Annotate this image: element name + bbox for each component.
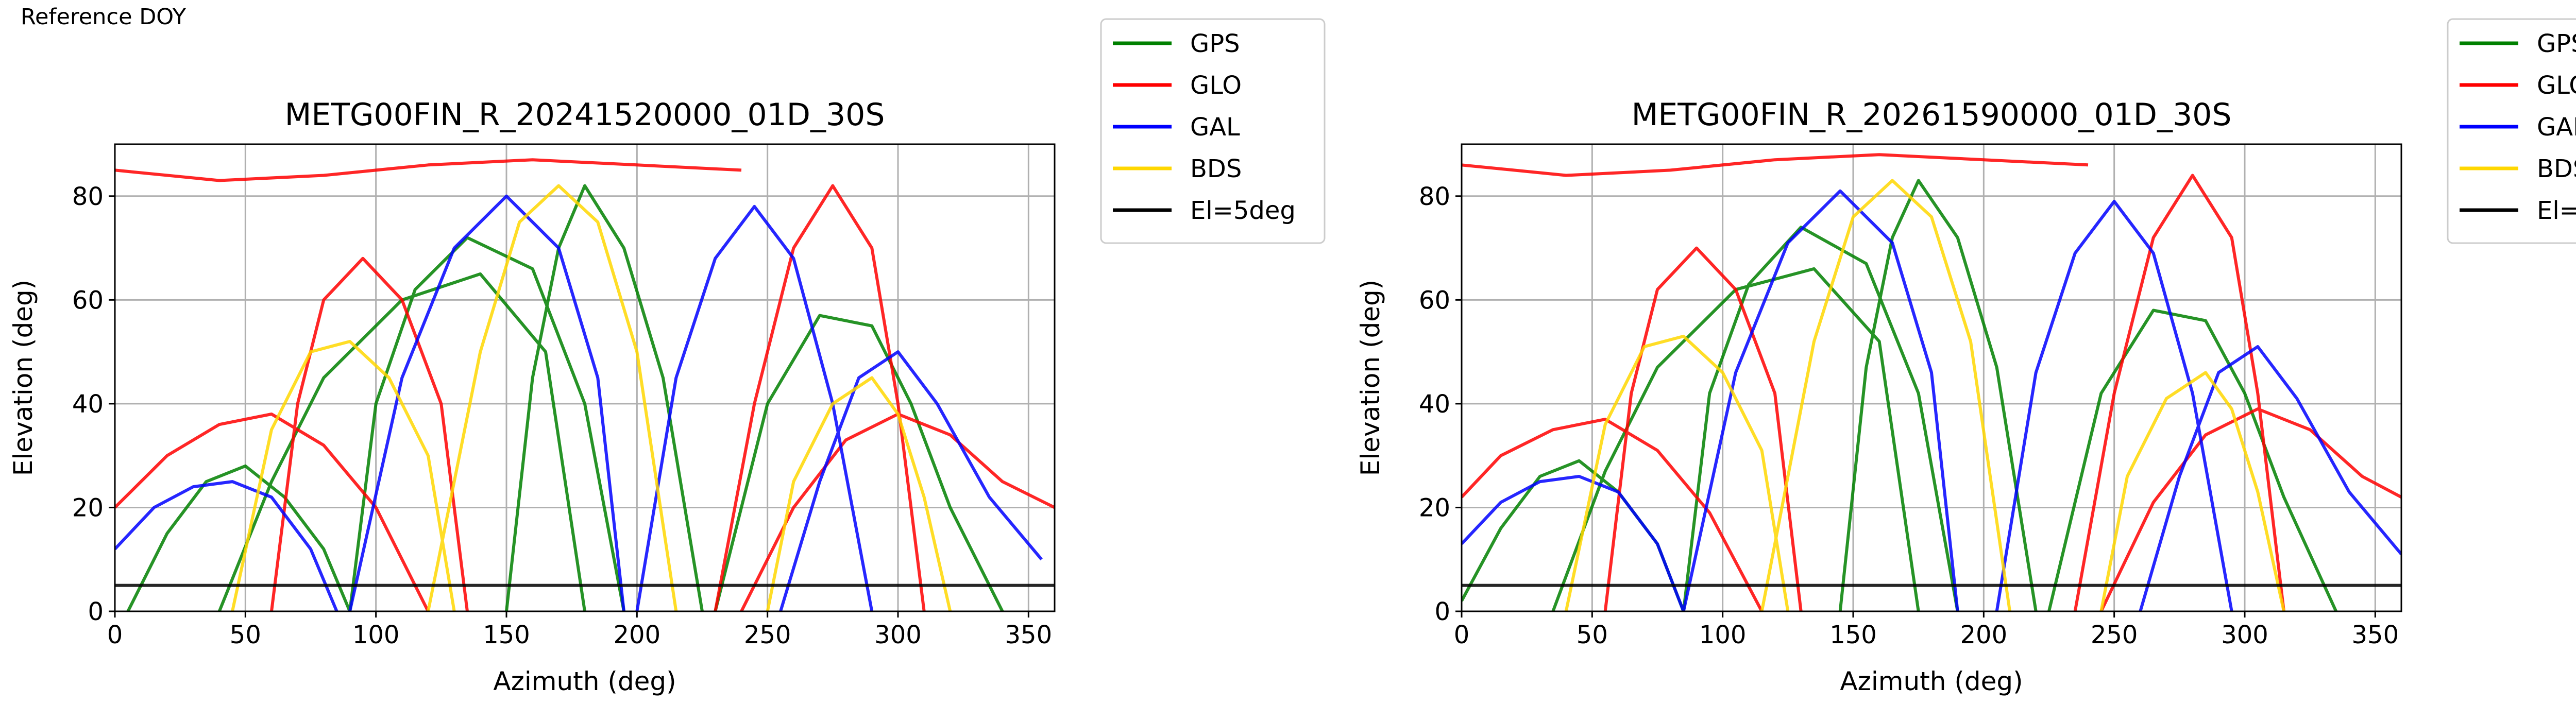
x-tick-label: 300 — [874, 621, 922, 649]
x-tick-label: 200 — [1960, 621, 2008, 649]
x-tick-label: 250 — [2091, 621, 2138, 649]
x-tick-label: 50 — [1577, 621, 1608, 649]
series-line — [1462, 189, 2401, 611]
y-axis-label: Elevation (deg) — [1355, 280, 1385, 476]
x-tick-label: 150 — [483, 621, 530, 649]
x-tick-label: 0 — [107, 621, 123, 649]
x-tick-label: 200 — [614, 621, 661, 649]
y-tick-label: 80 — [72, 182, 104, 211]
legend-label: BDS — [1190, 155, 1242, 183]
y-tick-label: 20 — [72, 493, 104, 522]
legend-label: El=5deg — [2537, 196, 2576, 225]
x-tick-label: 0 — [1454, 621, 1470, 649]
y-tick-label: 60 — [72, 286, 104, 315]
legend-label: GAL — [1190, 113, 1240, 142]
series-line — [231, 184, 952, 611]
y-tick-label: 60 — [1419, 286, 1450, 315]
legend-label: El=5deg — [1190, 196, 1296, 225]
x-tick-label: 50 — [230, 621, 261, 649]
axes-frame — [114, 143, 1056, 612]
series-line — [1564, 179, 2285, 611]
x-tick-label: 250 — [744, 621, 791, 649]
legend-label: GPS — [2537, 29, 2576, 58]
series-line — [1462, 153, 2401, 611]
legend-box — [1100, 18, 1326, 244]
chart-title: METG00FIN_R_20241520000_01D_30S — [285, 97, 885, 133]
legend-label: BDS — [2537, 155, 2576, 183]
y-tick-label: 0 — [1434, 597, 1450, 626]
y-tick-label: 40 — [1419, 390, 1450, 419]
legend-label: GPS — [1190, 29, 1240, 58]
legend-box — [2447, 18, 2576, 244]
y-tick-label: 0 — [88, 597, 104, 626]
legend-label: GAL — [2537, 113, 2576, 142]
series-line — [115, 158, 1055, 611]
y-tick-label: 80 — [1419, 182, 1450, 211]
x-tick-label: 100 — [352, 621, 400, 649]
series-line — [115, 194, 1043, 611]
y-tick-label: 20 — [1419, 493, 1450, 522]
x-axis-label: Azimuth (deg) — [493, 666, 676, 696]
x-tick-label: 350 — [1005, 621, 1053, 649]
y-axis-label: Elevation (deg) — [8, 280, 38, 476]
x-tick-label: 350 — [2352, 621, 2399, 649]
chart-title: METG00FIN_R_20261590000_01D_30S — [1632, 97, 2232, 133]
x-axis-label: Azimuth (deg) — [1840, 666, 2023, 696]
legend-label: GLO — [2537, 71, 2576, 100]
x-tick-label: 300 — [2221, 621, 2268, 649]
axes-frame — [1461, 143, 2402, 612]
x-tick-label: 150 — [1829, 621, 1877, 649]
y-tick-label: 40 — [72, 390, 104, 419]
legend-label: GLO — [1190, 71, 1242, 100]
figure-text: Reference DOY — [21, 4, 187, 30]
x-tick-label: 100 — [1699, 621, 1747, 649]
